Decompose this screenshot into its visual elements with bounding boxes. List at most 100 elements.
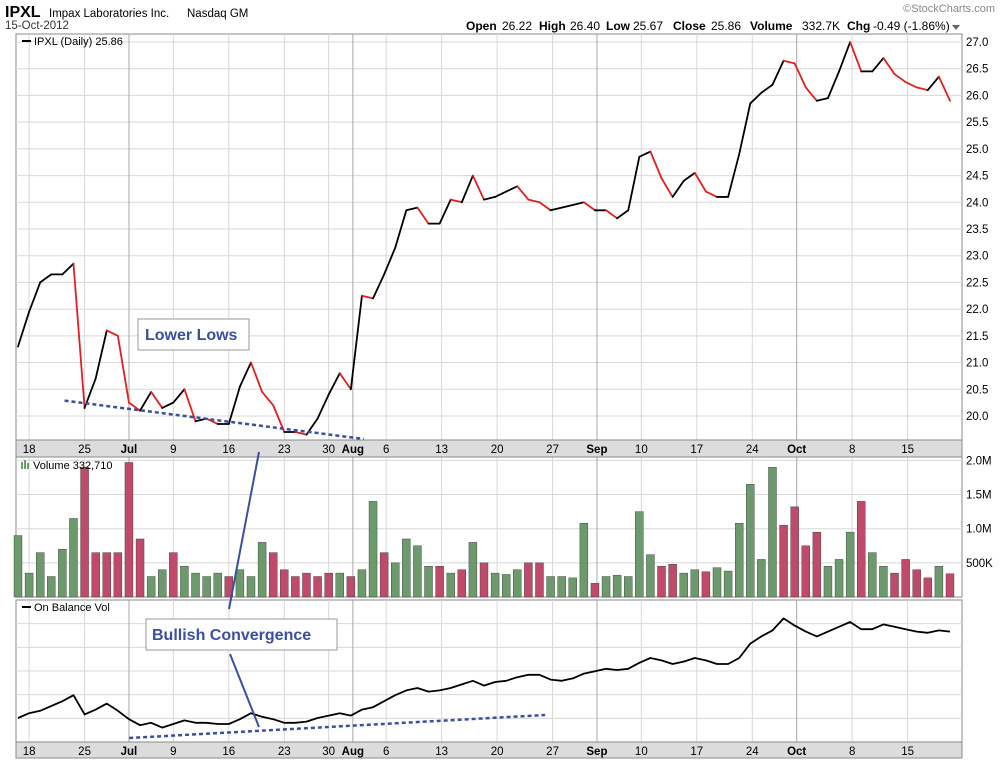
volume-bar: [446, 572, 455, 598]
volume-legend-icon: [27, 463, 29, 469]
volume-bar: [402, 538, 411, 598]
price-line-segment: [527, 198, 541, 204]
open-value: 26.22: [502, 19, 532, 33]
price-line-segment: [793, 62, 807, 89]
price-y-tick-label: 20.5: [966, 384, 988, 396]
volume-bar: [801, 545, 810, 598]
x-tick-label: 8: [849, 746, 855, 758]
x-tick-label: Aug: [342, 746, 364, 758]
price-y-tick-label: 22.5: [966, 277, 988, 289]
price-line-segment: [372, 273, 386, 300]
price-line-segment: [582, 201, 596, 212]
symbol-label: IPXL: [5, 4, 41, 21]
volume-bar: [158, 569, 167, 598]
price-line-segment: [904, 81, 918, 89]
x-tick-label: 16: [222, 746, 235, 758]
volume-bar: [901, 559, 910, 598]
volume-bar: [58, 548, 67, 598]
x-axis-strips: 18 25 Jul 9 16 23 30 Aug 6 13 20 27 Sep 10 17 24 Oct 8 15 1…: [15, 439, 963, 759]
close-value: 25.86: [711, 19, 741, 33]
volume-bar: [324, 572, 333, 598]
x-axis-strip: [15, 439, 963, 458]
volume-bar: [146, 576, 156, 598]
volume-bar: [934, 566, 944, 598]
price-line-segment: [815, 97, 829, 102]
x-tick-label: 9: [170, 444, 176, 456]
volume-bar: [80, 467, 89, 598]
x-tick-label: 18: [23, 444, 36, 456]
x-tick-label: 20: [491, 746, 504, 758]
price-line-segment: [560, 204, 574, 209]
lower-lows-text: Lower Lows: [145, 327, 238, 344]
price-line-segment: [416, 206, 430, 225]
volume-bar: [169, 552, 178, 598]
price-y-tick-label: 27.0: [966, 37, 988, 49]
price-line-segment: [671, 180, 685, 198]
price-line-segment: [749, 91, 763, 105]
lower-lows-box: [137, 318, 250, 351]
volume-bar: [601, 576, 611, 598]
x-axis-strip: [15, 741, 963, 759]
volume-bar: [812, 531, 822, 598]
volume-bar: [734, 523, 744, 598]
price-line-segment: [616, 209, 630, 220]
low-label: Low: [606, 19, 631, 33]
x-tick-label: 16: [222, 444, 235, 456]
volume-bar: [391, 562, 400, 598]
quote-strip: Open 26.22 High 26.40 Low 25.67 Close 25…: [466, 19, 960, 33]
price-y-tick-label: 24.0: [966, 197, 988, 209]
x-tick-label: 23: [278, 746, 291, 758]
price-line-segment: [383, 246, 397, 276]
price-y-tick-label: 21.0: [966, 358, 988, 370]
x-tick-label: Sep: [586, 746, 607, 758]
volume-bar: [746, 484, 755, 598]
price-line-segment: [893, 73, 907, 83]
price-line-segment: [804, 86, 818, 102]
price-y-tick-label: 26.0: [966, 90, 988, 102]
open-label: Open: [466, 19, 497, 33]
volume-bar: [235, 569, 245, 598]
volume-bar: [624, 576, 633, 598]
price-line-segment: [505, 185, 519, 193]
volume-bar: [346, 576, 356, 598]
price-line-segment: [494, 190, 508, 198]
volume-bar: [124, 462, 134, 598]
price-line-segment: [28, 281, 42, 313]
low-value: 25.67: [633, 19, 663, 33]
chg-label: Chg: [847, 19, 870, 33]
volume-bar: [679, 572, 688, 598]
x-tick-label: Oct: [787, 444, 806, 456]
quote-dropdown-icon[interactable]: [952, 25, 960, 30]
price-line-segment: [17, 310, 30, 348]
volume-bar: [501, 574, 511, 598]
volume-bar: [612, 574, 622, 598]
price-line-segment: [882, 57, 896, 75]
volume-bar: [890, 572, 899, 598]
price-line-segment: [926, 75, 940, 91]
company-label: Impax Laboratories Inc.: [49, 8, 169, 20]
price-line-segment: [705, 190, 718, 198]
x-tick-label: 20: [491, 444, 504, 456]
volume-bar: [191, 572, 200, 598]
volume-bar: [723, 570, 733, 598]
price-line-segment: [549, 206, 563, 212]
price-line-segment: [627, 155, 641, 212]
x-tick-label: 18: [23, 746, 36, 758]
x-tick-label: 6: [383, 746, 389, 758]
volume-bar: [213, 572, 222, 598]
price-line-segment: [128, 401, 141, 412]
close-label: Close: [673, 19, 706, 33]
price-line-segment: [183, 388, 197, 423]
volume-bar: [635, 511, 644, 598]
price-line-segment: [438, 198, 452, 225]
x-tick-label: 6: [383, 444, 389, 456]
date-label: 15-Oct-2012: [5, 20, 69, 32]
price-line-segment: [139, 391, 153, 412]
volume-y-tick-label: 1.0M: [966, 524, 992, 536]
price-y-tick-label: 20.0: [966, 411, 988, 423]
x-tick-label: 9: [170, 746, 176, 758]
price-line-segment: [771, 59, 785, 86]
price-line-segment: [39, 273, 53, 284]
volume-bar: [257, 542, 267, 598]
